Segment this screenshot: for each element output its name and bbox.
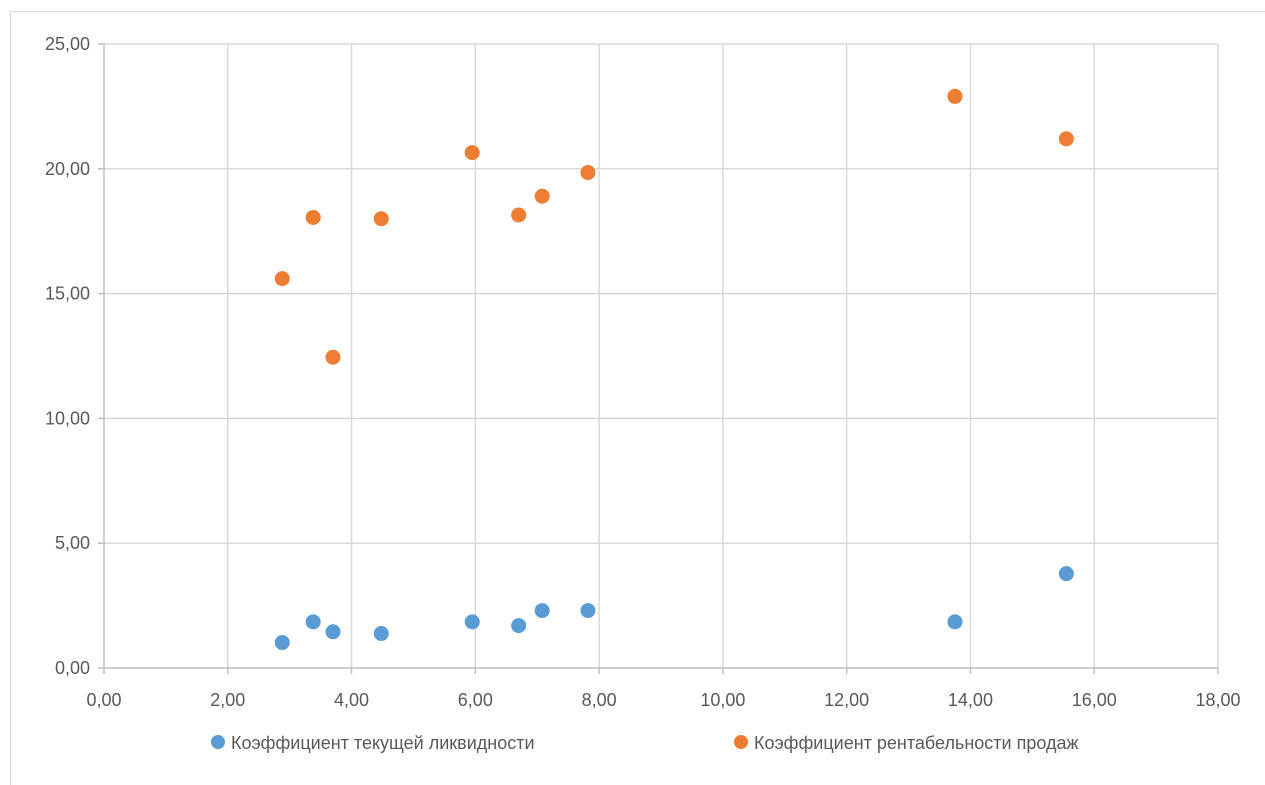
legend-entry-series-2: Коэффициент рентабельности продаж	[734, 733, 1079, 753]
y-tick-label: 10,00	[45, 408, 90, 428]
legend-label-series-2: Коэффициент рентабельности продаж	[754, 733, 1079, 753]
data-point-series-1	[947, 614, 963, 630]
y-axis-tick-labels: 0,00 5,00 10,00 15,00 20,00 25,00	[45, 34, 90, 678]
y-tick-label: 20,00	[45, 159, 90, 179]
y-tick-label: 25,00	[45, 34, 90, 54]
legend: Коэффициент текущей ликвидности Коэффици…	[211, 733, 1079, 753]
data-point-series-2	[534, 188, 550, 204]
y-tick-label: 15,00	[45, 284, 90, 304]
x-tick-label: 4,00	[334, 690, 369, 710]
legend-marker-series-1	[211, 735, 225, 749]
x-tick-label: 8,00	[582, 690, 617, 710]
y-tick-label: 5,00	[55, 533, 90, 553]
data-point-series-1	[511, 618, 527, 634]
data-point-series-2	[464, 145, 480, 161]
x-tick-label: 0,00	[86, 690, 121, 710]
data-point-series-1	[305, 614, 321, 630]
data-point-series-2	[580, 165, 596, 181]
data-point-series-1	[1058, 566, 1074, 582]
x-tick-label: 2,00	[210, 690, 245, 710]
data-point-series-2	[947, 88, 963, 104]
data-point-series-1	[325, 624, 341, 640]
legend-entry-series-1: Коэффициент текущей ликвидности	[211, 733, 535, 753]
data-point-series-1	[580, 603, 596, 619]
legend-marker-series-2	[734, 735, 748, 749]
x-axis-tick-labels: 0,00 2,00 4,00 6,00 8,00 10,00 12,00 14,00 16,00…	[86, 690, 1240, 710]
x-tick-label: 12,00	[824, 690, 869, 710]
data-point-series-2	[373, 211, 389, 227]
data-point-series-1	[274, 635, 290, 651]
data-point-series-2	[325, 349, 341, 365]
data-point-series-2	[274, 271, 290, 287]
data-point-series-2	[1058, 131, 1074, 147]
x-tick-label: 6,00	[458, 690, 493, 710]
data-point-series-1	[373, 626, 389, 642]
x-tick-label: 10,00	[700, 690, 745, 710]
chart-area	[10, 11, 1265, 785]
y-tick-label: 0,00	[55, 658, 90, 678]
data-point-series-1	[464, 614, 480, 630]
data-point-series-1	[534, 603, 550, 619]
x-tick-label: 18,00	[1195, 690, 1240, 710]
axes	[98, 43, 1219, 674]
x-tick-label: 16,00	[1072, 690, 1117, 710]
data-point-series-2	[511, 207, 527, 223]
legend-label-series-1: Коэффициент текущей ликвидности	[231, 733, 535, 753]
data-point-series-2	[305, 209, 321, 225]
x-tick-label: 14,00	[948, 690, 993, 710]
gridlines	[104, 43, 1219, 668]
data-points	[274, 88, 1074, 651]
